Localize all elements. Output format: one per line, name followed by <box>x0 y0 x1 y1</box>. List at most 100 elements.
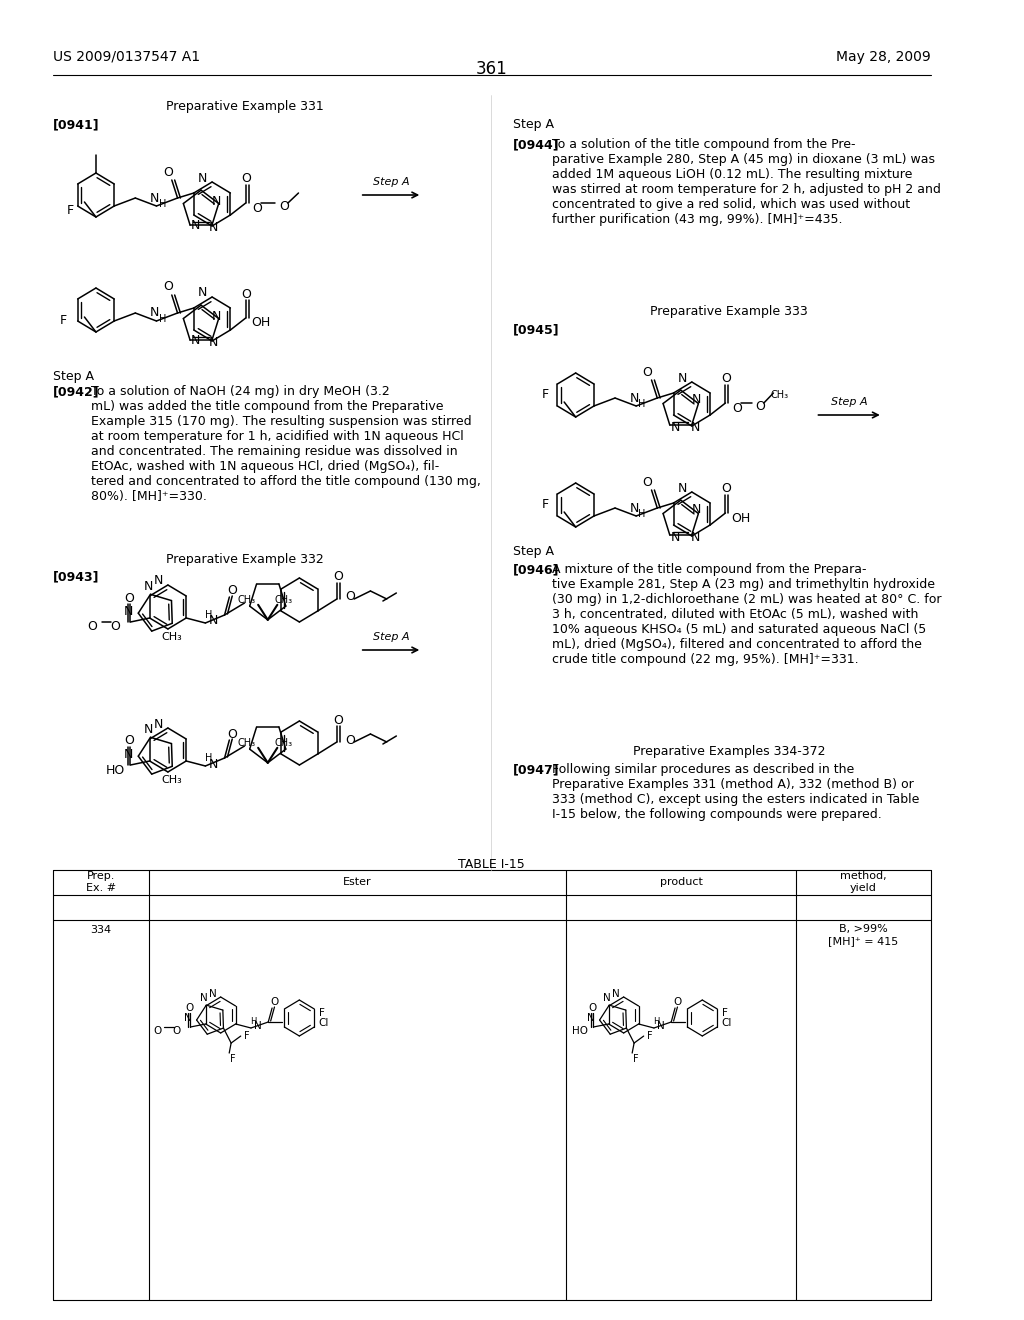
Text: N: N <box>656 1020 665 1031</box>
Text: N: N <box>630 502 639 515</box>
Text: N: N <box>144 579 154 593</box>
Text: CH₃: CH₃ <box>162 775 182 785</box>
Text: [0946]: [0946] <box>513 564 560 576</box>
Text: CH₃: CH₃ <box>770 389 788 400</box>
Text: To a solution of NaOH (24 mg) in dry MeOH (3.2
mL) was added the title compound : To a solution of NaOH (24 mg) in dry MeO… <box>91 385 481 503</box>
Text: N: N <box>198 172 207 185</box>
Text: [0942]: [0942] <box>53 385 99 399</box>
Text: [0943]: [0943] <box>53 570 99 583</box>
Text: Following similar procedures as described in the
Preparative Examples 331 (metho: Following similar procedures as describe… <box>552 763 920 821</box>
Text: O: O <box>732 401 742 414</box>
Text: OH: OH <box>252 317 270 330</box>
Text: O: O <box>333 714 343 726</box>
Text: US 2009/0137547 A1: US 2009/0137547 A1 <box>53 50 200 63</box>
Text: O: O <box>163 165 173 178</box>
Text: N: N <box>201 993 208 1003</box>
Text: CH₃: CH₃ <box>238 738 256 748</box>
Text: 334: 334 <box>90 925 112 935</box>
Text: O: O <box>87 619 97 632</box>
Text: A mixture of the title compound from the Prepara-
tive Example 281, Step A (23 m: A mixture of the title compound from the… <box>552 564 941 667</box>
Text: F: F <box>59 314 67 327</box>
Text: 361: 361 <box>475 59 507 78</box>
Text: N: N <box>198 286 207 300</box>
Text: N: N <box>254 1020 261 1031</box>
Text: Step A: Step A <box>513 545 554 558</box>
Text: [0941]: [0941] <box>53 117 99 131</box>
Text: O: O <box>280 201 289 214</box>
Text: O: O <box>643 366 652 379</box>
Text: H: H <box>205 752 212 763</box>
Text: N: N <box>678 371 687 384</box>
Text: O: O <box>270 997 280 1007</box>
Text: O: O <box>154 1026 162 1036</box>
Text: TABLE I-15: TABLE I-15 <box>458 858 524 871</box>
Text: N: N <box>124 605 133 618</box>
Text: N: N <box>191 334 201 347</box>
Text: N: N <box>208 758 218 771</box>
Text: O: O <box>185 1003 194 1012</box>
Text: O: O <box>588 1003 597 1012</box>
Text: To a solution of the title compound from the Pre-
parative Example 280, Step A (: To a solution of the title compound from… <box>552 139 941 226</box>
Text: H: H <box>159 314 166 323</box>
Text: CH₃: CH₃ <box>162 632 182 643</box>
Text: H: H <box>638 399 645 409</box>
Text: O: O <box>227 727 238 741</box>
Text: method,
yield: method, yield <box>840 871 887 892</box>
Text: Cl: Cl <box>318 1018 329 1028</box>
Text: N: N <box>603 993 611 1003</box>
Text: O: O <box>173 1026 181 1036</box>
Text: N: N <box>150 306 159 319</box>
Text: F: F <box>230 1055 236 1064</box>
Text: N: N <box>691 421 700 434</box>
Text: N: N <box>630 392 639 404</box>
Text: product: product <box>659 876 702 887</box>
Text: F: F <box>67 203 74 216</box>
Text: N: N <box>124 747 133 760</box>
Text: N: N <box>144 723 154 735</box>
Text: H: H <box>250 1018 256 1027</box>
Text: [0947]: [0947] <box>513 763 560 776</box>
Text: N: N <box>209 220 218 234</box>
Text: N: N <box>150 191 159 205</box>
Text: O: O <box>252 202 262 214</box>
Text: [0945]: [0945] <box>513 323 560 337</box>
Text: OH: OH <box>731 511 751 524</box>
Text: Step A: Step A <box>513 117 554 131</box>
Text: O: O <box>755 400 765 413</box>
Text: O: O <box>242 173 252 186</box>
Text: N: N <box>692 503 701 516</box>
Text: O: O <box>643 475 652 488</box>
Text: HO: HO <box>571 1026 588 1036</box>
Text: Preparative Examples 334-372: Preparative Examples 334-372 <box>633 744 825 758</box>
Text: O: O <box>345 734 355 747</box>
Text: HO: HO <box>105 763 125 776</box>
Text: H: H <box>159 199 166 209</box>
Text: B, >99%
[MH]⁺ = 415: B, >99% [MH]⁺ = 415 <box>828 924 899 946</box>
Text: O: O <box>345 590 355 603</box>
Text: CH₃: CH₃ <box>274 595 292 605</box>
Text: H: H <box>638 510 645 519</box>
Text: O: O <box>722 483 731 495</box>
Text: O: O <box>674 997 682 1007</box>
Text: F: F <box>633 1055 639 1064</box>
Text: Preparative Example 331: Preparative Example 331 <box>166 100 324 114</box>
Text: O: O <box>125 591 134 605</box>
Text: N: N <box>154 574 163 587</box>
Text: N: N <box>678 482 687 495</box>
Text: F: F <box>542 499 549 511</box>
Text: Step A: Step A <box>373 177 410 187</box>
Text: May 28, 2009: May 28, 2009 <box>836 50 931 63</box>
Text: N: N <box>671 531 680 544</box>
Text: Cl: Cl <box>722 1018 732 1028</box>
Text: N: N <box>209 335 218 348</box>
Text: O: O <box>125 734 134 747</box>
Text: O: O <box>227 585 238 598</box>
Text: Step A: Step A <box>53 370 94 383</box>
Text: N: N <box>191 219 201 232</box>
Text: N: N <box>209 989 217 999</box>
Text: N: N <box>671 421 680 434</box>
Text: N: N <box>587 1012 595 1023</box>
Text: F: F <box>319 1008 325 1018</box>
Text: H: H <box>205 610 212 620</box>
Text: O: O <box>111 620 120 634</box>
